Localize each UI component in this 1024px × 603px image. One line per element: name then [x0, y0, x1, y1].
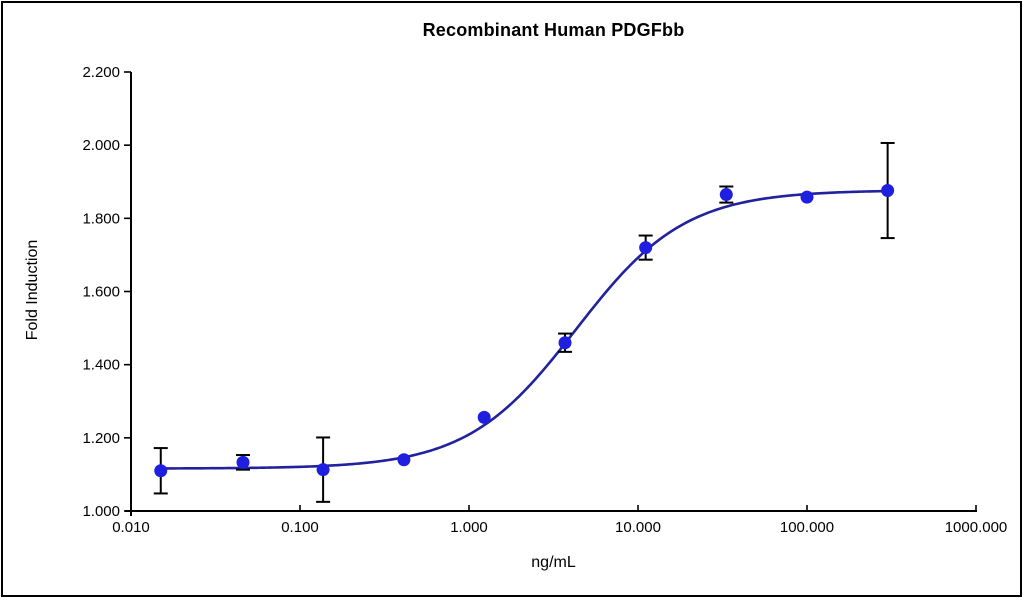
- x-tick-label: 100.000: [780, 519, 834, 536]
- data-point: [477, 410, 491, 424]
- data-point: [558, 336, 572, 350]
- y-axis-label: Fold Induction: [24, 239, 41, 341]
- data-point: [154, 464, 168, 478]
- x-tick-label: 0.010: [112, 519, 150, 536]
- x-tick-label: 10.000: [615, 519, 661, 536]
- data-point: [881, 184, 895, 198]
- y-tick-label: 1.600: [82, 284, 120, 301]
- x-tick-label: 1.000: [450, 519, 488, 536]
- y-tick-label: 1.200: [82, 430, 120, 447]
- chart-title: Recombinant Human PDGFbb: [422, 20, 685, 40]
- data-point: [236, 455, 250, 469]
- x-axis-label: ng/mL: [531, 554, 576, 571]
- data-point: [397, 453, 411, 467]
- fit-curve: [158, 189, 889, 470]
- data-point: [639, 241, 653, 255]
- plot-area: 1.000 1.200 1.400 1.600 1.800 2.000 2.200 0.010…: [82, 64, 1008, 536]
- y-tick-label: 1.800: [82, 210, 120, 227]
- y-tick-label: 1.400: [82, 357, 120, 374]
- x-tick-label: 1000.000: [945, 519, 1008, 536]
- data-point: [719, 188, 733, 202]
- data-point: [316, 463, 330, 477]
- x-tick-label: 0.100: [281, 519, 319, 536]
- data-point: [800, 190, 814, 204]
- y-tick-label: 2.000: [82, 137, 120, 154]
- y-tick-label: 1.000: [82, 503, 120, 520]
- y-tick-label: 2.200: [82, 64, 120, 81]
